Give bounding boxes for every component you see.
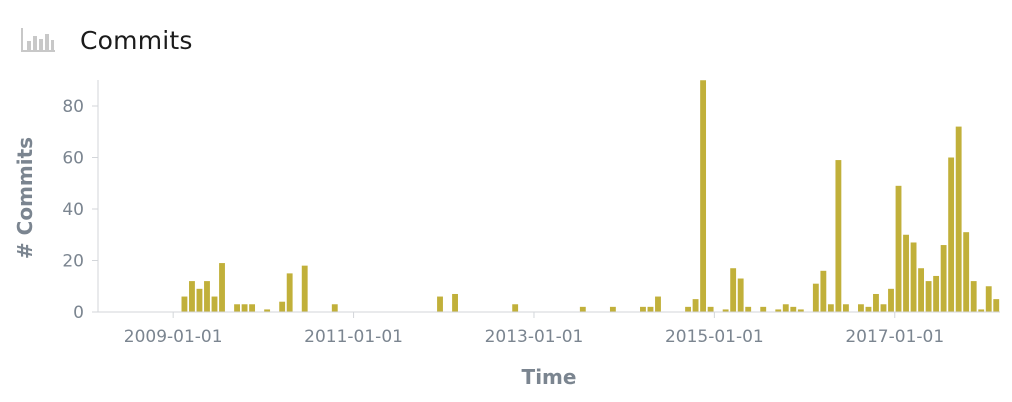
bar-2016-12	[888, 288, 894, 312]
bar-2010-04	[286, 273, 293, 313]
bar-2017-04	[918, 268, 924, 312]
bar-2014-03	[640, 306, 646, 312]
bar-2014-10	[692, 299, 699, 313]
bar-2015-04	[737, 278, 744, 312]
y-axis-ticks: 0 20 40 60 80	[62, 97, 98, 323]
bar-2010-06	[301, 265, 308, 312]
bar-2016-11	[880, 304, 887, 312]
bar-2015-02	[722, 309, 729, 312]
bar-2012-02	[452, 293, 458, 312]
y-tick-label: 0	[73, 303, 84, 323]
bar-2016-08	[858, 304, 864, 312]
y-axis-title: # Commits	[13, 137, 37, 259]
bar-2014-04	[647, 306, 654, 312]
bar-2013-07	[579, 306, 586, 312]
bar-2010-10	[331, 304, 338, 312]
bar-2016-02	[812, 283, 819, 312]
bar-chart-icon	[21, 28, 55, 52]
chart-title: Commits	[80, 25, 193, 55]
bars-group	[181, 80, 1000, 313]
x-tick-label: 2015-01-01	[665, 327, 764, 347]
y-tick-label: 40	[62, 200, 84, 220]
y-tick-label: 60	[62, 149, 84, 169]
bar-2009-07	[219, 263, 225, 312]
x-tick-label: 2013-01-01	[485, 327, 584, 347]
bar-2012-10	[512, 304, 519, 312]
bar-2015-03	[730, 268, 737, 312]
bar-2016-04	[827, 304, 834, 312]
bar-2009-02	[181, 296, 188, 312]
bar-2017-10	[963, 232, 970, 312]
bar-2015-07	[760, 306, 767, 312]
bar-2014-12	[707, 306, 714, 312]
bar-2014-09	[685, 306, 691, 312]
bar-2015-11	[790, 306, 797, 312]
bar-2010-01	[264, 309, 271, 312]
bar-2010-03	[279, 301, 286, 312]
x-tick-label: 2017-01-01	[845, 327, 944, 347]
bar-2015-09	[775, 309, 782, 312]
x-tick-label: 2009-01-01	[124, 327, 223, 347]
bar-2017-06	[933, 275, 940, 312]
bar-2017-01	[895, 185, 902, 312]
x-axis-ticks: 2009-01-01 2011-01-01 2013-01-01 2015-01-01…	[124, 312, 944, 347]
bar-2016-09	[865, 306, 872, 312]
bar-2013-11	[609, 306, 616, 312]
bar-2017-02	[903, 234, 909, 312]
bar-2009-10	[241, 304, 248, 312]
bar-2016-10	[873, 293, 879, 312]
bar-2017-03	[910, 242, 917, 312]
bar-2009-03	[189, 281, 195, 312]
bar-2017-09	[955, 126, 962, 312]
bar-2014-11	[700, 80, 707, 312]
bar-2016-05	[835, 160, 842, 312]
x-axis-title: Time	[522, 365, 577, 389]
bar-2017-08	[948, 157, 955, 312]
bar-2017-11	[970, 281, 977, 312]
bar-2016-06	[842, 304, 849, 312]
bar-2009-06	[211, 296, 218, 312]
bar-2014-05	[655, 296, 661, 312]
bar-2011-12	[437, 296, 443, 312]
bar-2018-01	[985, 286, 992, 312]
bar-2017-05	[925, 281, 932, 312]
y-tick-label: 20	[62, 252, 84, 272]
bar-2009-04	[196, 288, 203, 312]
bar-2017-07	[940, 245, 947, 312]
y-tick-label: 80	[62, 97, 84, 117]
bar-2015-10	[782, 304, 789, 312]
bar-2015-12	[797, 309, 804, 312]
bar-2009-05	[204, 281, 210, 312]
bar-2017-12	[978, 309, 985, 312]
bar-2016-03	[820, 270, 827, 312]
bar-2009-11	[249, 304, 256, 312]
bar-2018-02	[993, 299, 1000, 313]
bar-2015-05	[745, 306, 752, 312]
x-tick-label: 2011-01-01	[304, 327, 403, 347]
bar-2009-09	[234, 304, 240, 312]
chart-header: Commits	[20, 22, 193, 58]
